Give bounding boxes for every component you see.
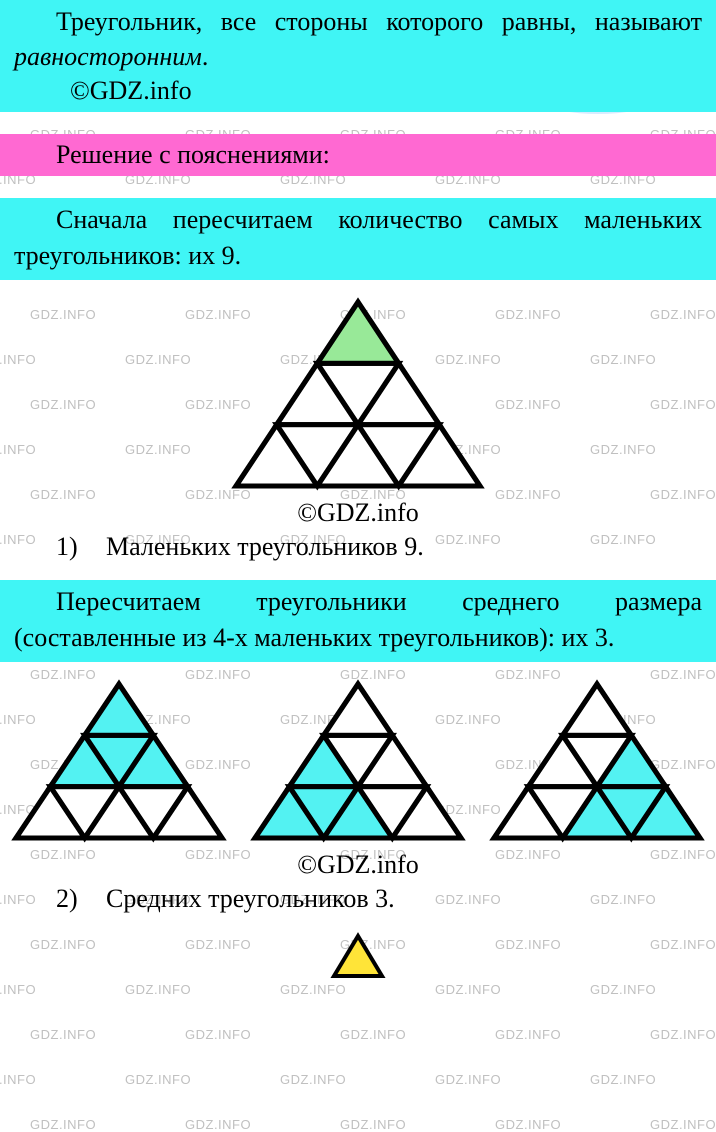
diagram-1 <box>0 294 716 494</box>
definition-box: Треугольник, все стороны которого равны,… <box>0 0 716 112</box>
diagram-3 <box>0 932 716 980</box>
step2-list: 2)Средних треугольников 3. <box>0 884 716 914</box>
copyright-1: ©GDZ.info <box>14 76 702 106</box>
step1-text: Сначала пересчитаем количество самых мал… <box>14 202 702 274</box>
step1-list: 1)Маленьких треугольников 9. <box>0 532 716 562</box>
step2-box: Пересчитаем треугольники среднего размер… <box>0 580 716 662</box>
step1-num: 1) <box>56 532 106 562</box>
definition-italic: равносторонним <box>14 42 202 71</box>
definition-period: . <box>202 42 209 71</box>
definition-text: Треугольник, все стороны которого равны,… <box>14 4 702 74</box>
diagram-2-row <box>0 676 716 846</box>
heading-box: Решение с пояснениями: <box>0 134 716 176</box>
heading-text: Решение с пояснениями: <box>14 140 702 170</box>
step2-list-text: Средних треугольников 3. <box>106 884 395 913</box>
step2-num: 2) <box>56 884 106 914</box>
copyright-3: ©GDZ.info <box>0 850 716 880</box>
definition-part1: Треугольник, все стороны которого равны,… <box>56 7 702 36</box>
copyright-2: ©GDZ.info <box>0 498 716 528</box>
step1-list-text: Маленьких треугольников 9. <box>106 532 424 561</box>
step2-text: Пересчитаем треугольники среднего размер… <box>14 584 702 656</box>
step1-box: Сначала пересчитаем количество самых мал… <box>0 198 716 280</box>
